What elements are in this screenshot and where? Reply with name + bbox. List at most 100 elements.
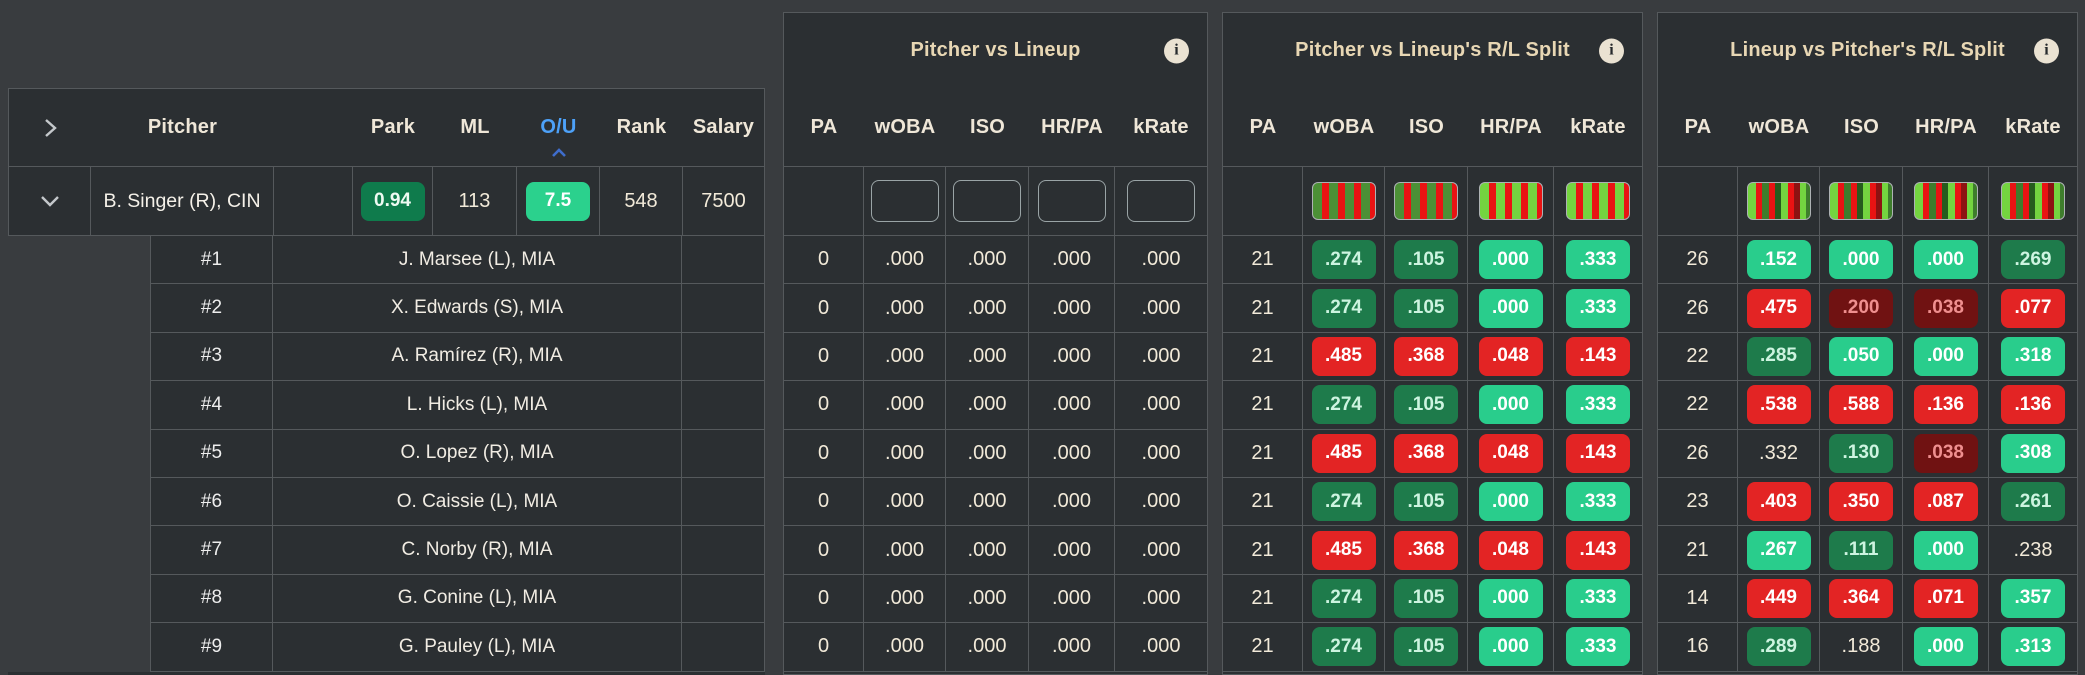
panel-title-bar: Pitcher vs Lineup's R/L Split i [1223,13,1642,88]
stat-row: 0 .000 .000 .000 .000 [784,574,1207,624]
stat-value: .000 [1052,296,1091,319]
collapse-row-button[interactable] [9,167,91,236]
panel-column-headers: PA wOBA ISO HR/PA kRate [1658,88,2077,167]
stat-value: .333 [1566,482,1630,522]
column-header-krate[interactable]: kRate [1570,115,1626,138]
batter-order-cell: #8 [150,574,273,624]
column-header-woba[interactable]: wOBA [874,115,936,138]
empty-cell [682,623,765,672]
stat-value: .000 [1052,441,1091,464]
column-header-salary[interactable]: Salary [692,116,755,138]
empty-cell [682,429,765,478]
lineup-row: #6 O. Caissie (L), MIA [8,477,765,527]
stat-value: .071 [1913,578,1978,618]
stat-value: .368 [1394,336,1458,376]
stat-row: 0 .000 .000 .000 .000 [784,477,1207,527]
stat-value: .143 [1566,433,1630,473]
column-header-pa[interactable]: PA [1249,115,1277,138]
stat-cell: .000 [1468,236,1554,285]
stat-cell: .143 [1554,430,1642,478]
ml-cell: 113 [433,167,517,236]
woba-input[interactable] [870,180,939,222]
pa-cell [1658,167,1738,236]
stat-row: 0 .000 .000 .000 .000 [784,381,1207,430]
stat-cell: .333 [1554,623,1642,672]
column-header-ou[interactable]: O/U [517,89,600,166]
iso-input[interactable] [953,180,1021,222]
batter-order-cell: #4 [150,381,273,430]
stat-value: .000 [885,538,924,561]
panel-column-headers: PA wOBA ISO HR/PA kRate [784,88,1207,167]
krate-input[interactable] [1127,180,1195,222]
column-header-hrpa[interactable]: HR/PA [1915,115,1977,138]
column-header-iso[interactable]: ISO [969,115,1006,138]
pa-value: 21 [1223,526,1303,575]
column-header-rank[interactable]: Rank [616,116,667,138]
rank-value: 548 [624,189,658,212]
stat-cell: .000 [946,332,1029,382]
stat-cell: .105 [1385,574,1468,624]
stat-row: 21 .485 .368 .048 .143 [1223,429,1642,478]
column-header-pa[interactable]: PA [1684,115,1712,138]
sort-ascending-icon [551,148,567,157]
stat-value: .000 [885,441,924,464]
hrpa-input[interactable] [1037,180,1106,222]
stat-cell [1029,167,1115,236]
column-header-park[interactable]: Park [370,116,416,138]
column-header-krate[interactable]: kRate [2005,115,2061,138]
stat-cell: .077 [1989,284,2077,333]
row-indent [8,333,150,381]
empty-cell [682,236,765,285]
info-icon[interactable]: i [1164,38,1189,63]
stat-value: .000 [1141,635,1181,658]
column-header-iso[interactable]: ISO [1843,115,1880,138]
batter-order-cell: #1 [150,236,273,285]
column-header-pitcher[interactable]: Pitcher [147,116,218,138]
stat-value: .403 [1746,482,1811,522]
stat-value: .130 [1829,433,1893,473]
expand-all-header[interactable] [9,89,91,166]
stat-cell: .000 [864,381,946,430]
column-header-woba[interactable]: wOBA [1748,115,1810,138]
stat-value: .318 [2001,336,2065,376]
pitcher-row: B. Singer (R), CIN 0.94 113 7.5 548 7500 [8,167,765,236]
stat-value: .000 [1913,530,1978,570]
batter-name-cell: J. Marsee (L), MIA [273,236,682,285]
pa-cell [1223,167,1303,236]
stat-value: .111 [1829,530,1893,570]
over-under-badge: 7.5 [526,181,590,221]
stat-cell: .105 [1385,284,1468,333]
panel-lineup-vs-pitcher-rl-split: Lineup vs Pitcher's R/L Split i PA wOBA … [1657,12,2078,675]
stat-row: 21 .274 .105 .000 .333 [1223,623,1642,672]
stat-value: .274 [1311,288,1376,328]
batter-name: G. Conine (L), MIA [397,587,557,609]
column-header-iso[interactable]: ISO [1408,115,1445,138]
column-header-ml[interactable]: ML [460,116,490,138]
stat-cell: .000 [1468,574,1554,624]
stat-cell: .050 [1820,332,1903,382]
column-header-hrpa[interactable]: HR/PA [1480,115,1542,138]
stat-cell: .332 [1738,429,1820,478]
stat-value: .000 [1141,248,1181,271]
empty-cell [682,381,765,430]
column-header-pa[interactable]: PA [810,115,838,138]
stat-value: .105 [1394,240,1458,280]
pa-value: 21 [1223,332,1303,382]
stat-value: .105 [1394,627,1458,667]
column-header-krate[interactable]: kRate [1133,115,1189,138]
batter-order-cell: #7 [150,526,273,575]
stat-cell: .000 [1029,429,1115,478]
rank-cell: 548 [600,167,683,236]
stat-cell: .261 [1989,478,2077,527]
stat-value: .274 [1311,627,1376,667]
info-icon[interactable]: i [2034,38,2059,63]
stat-value: .000 [1141,538,1181,561]
stat-value: .077 [2001,288,2065,328]
stat-cell: .152 [1738,236,1820,285]
stat-cell: .000 [1115,623,1207,672]
batter-number: #6 [200,490,223,512]
pa-value: 14 [1658,574,1738,624]
info-icon[interactable]: i [1599,38,1624,63]
column-header-hrpa[interactable]: HR/PA [1041,115,1103,138]
column-header-woba[interactable]: wOBA [1313,115,1375,138]
